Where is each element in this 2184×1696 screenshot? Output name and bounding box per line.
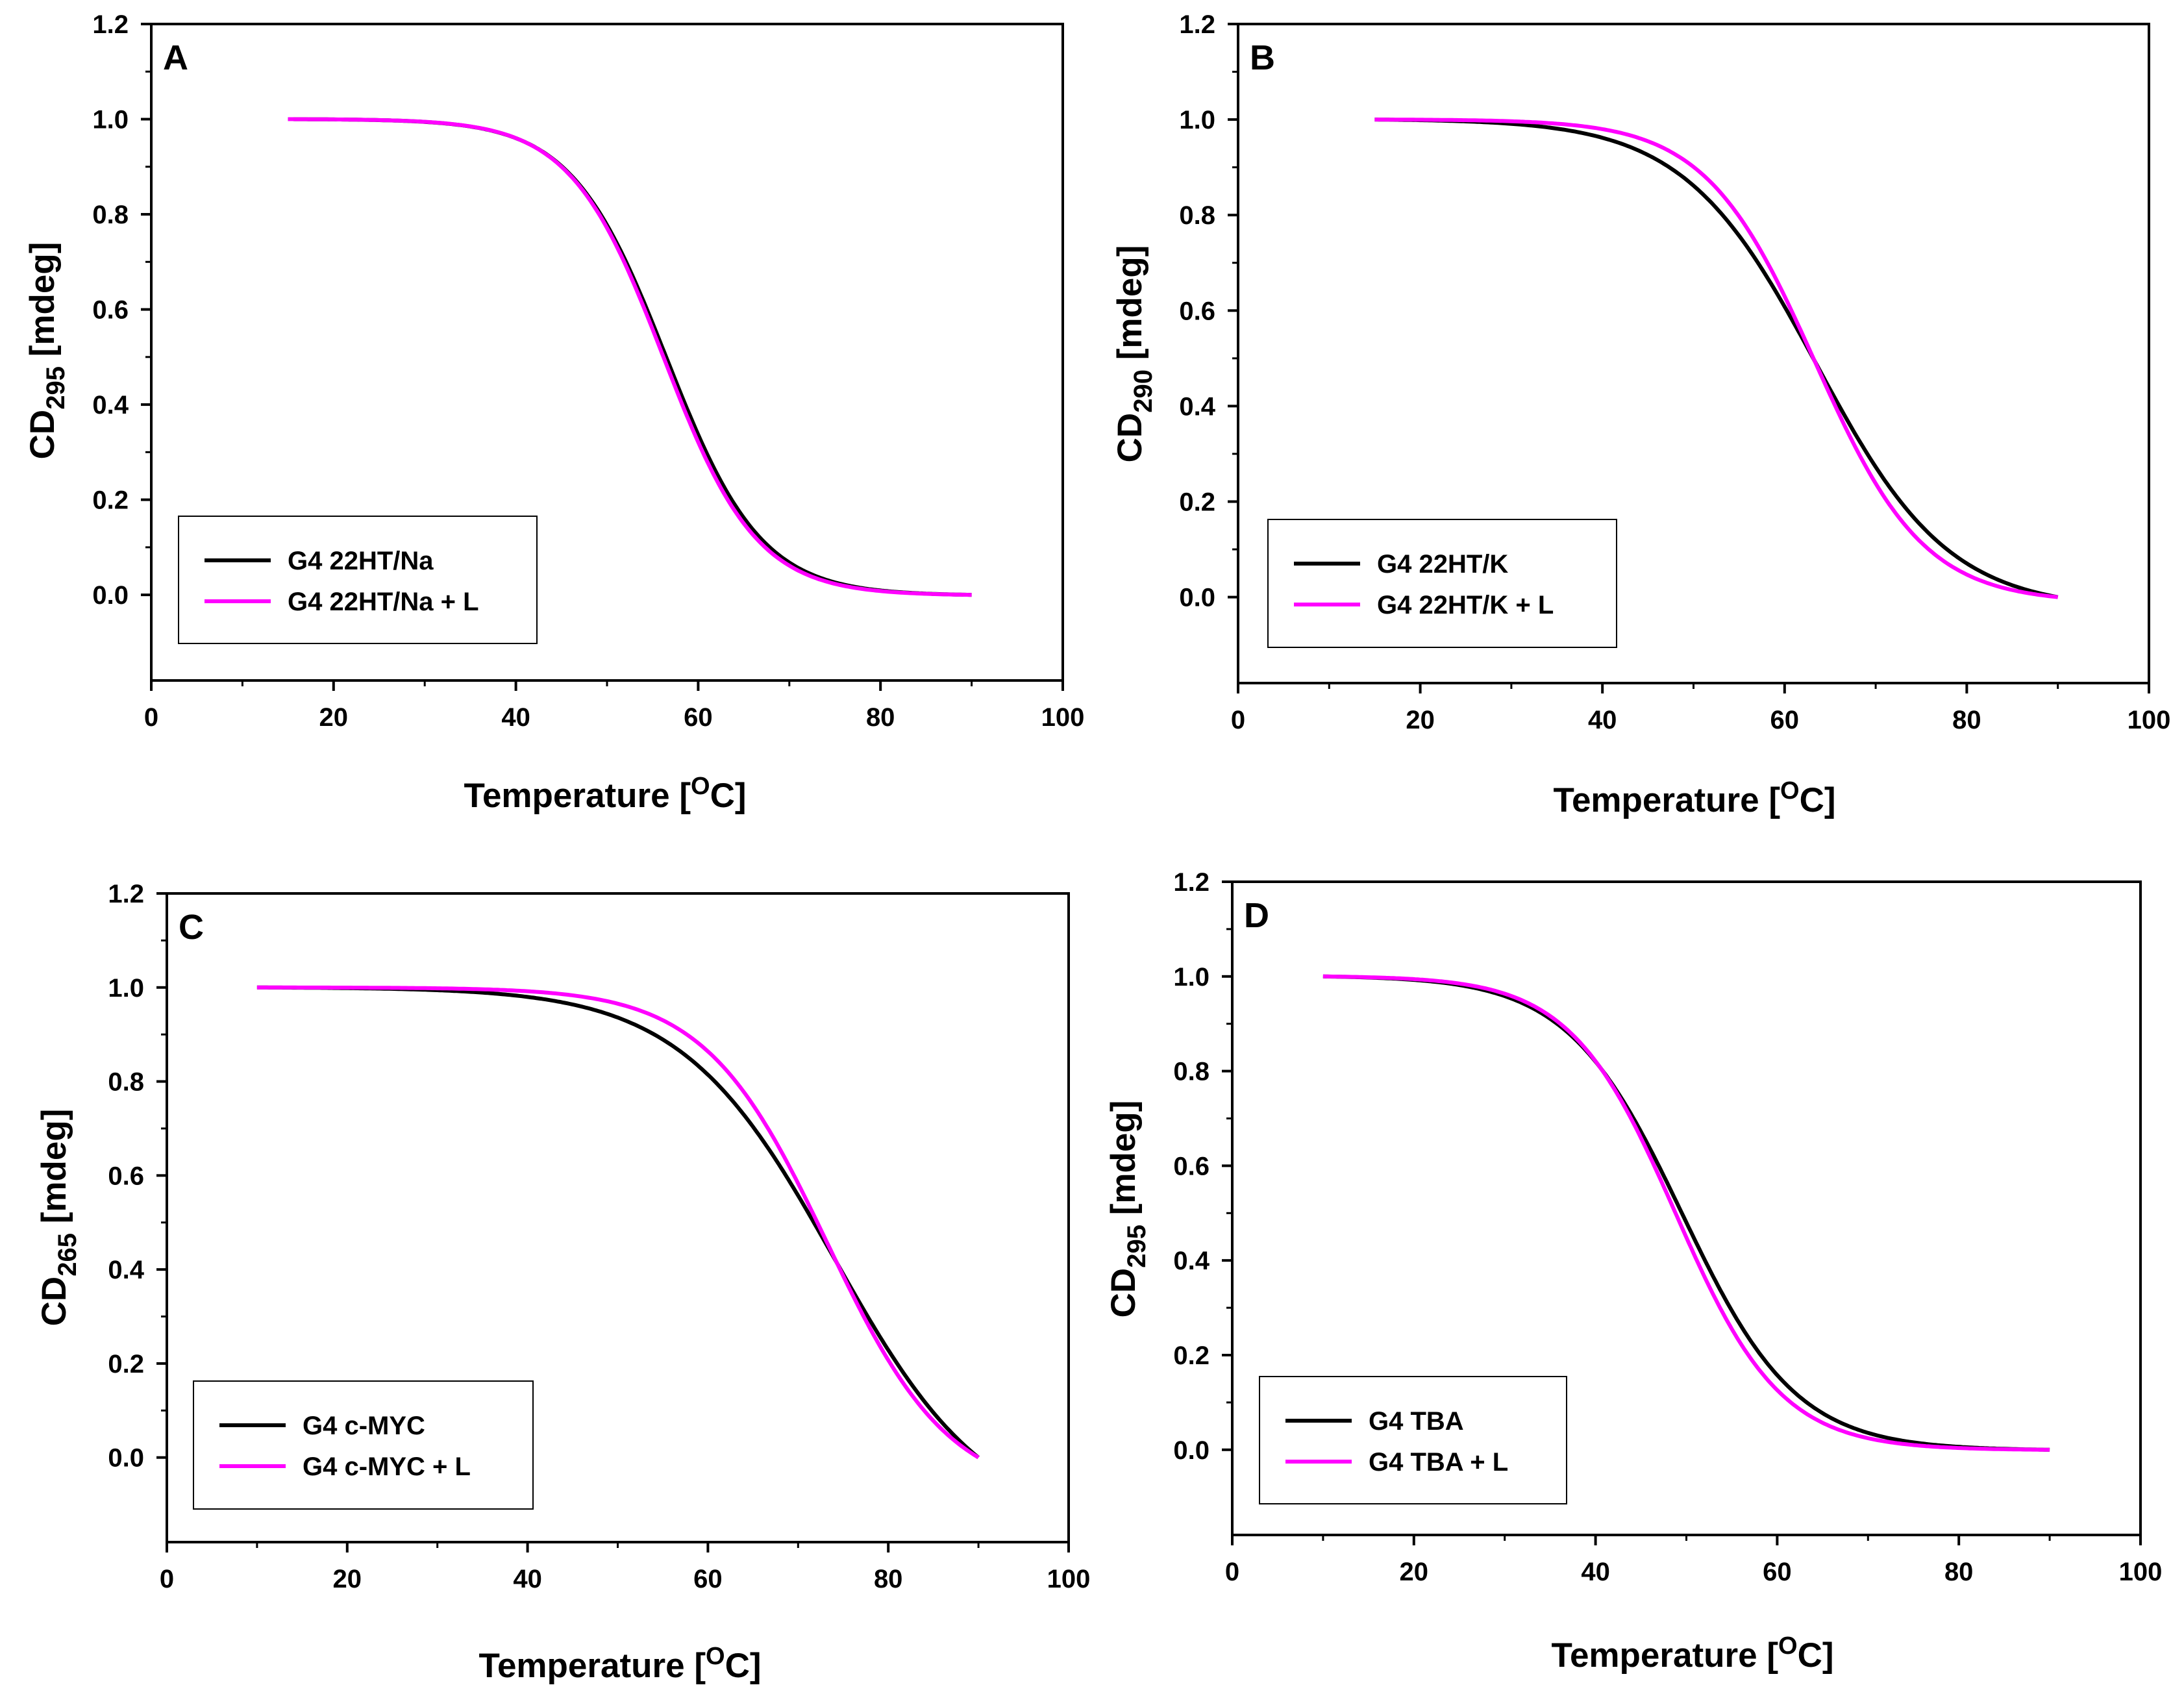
y-tick-label: 0.0 [92,581,129,610]
y-tick-label: 1.2 [1179,10,1215,39]
panel-letter: A [163,38,188,77]
y-tick-label: 0.2 [1173,1341,1210,1370]
x-axis-title: Temperature [OC] [479,1643,762,1685]
legend-box [1267,519,1617,648]
legend-label: G4 TBA [1369,1407,1464,1436]
x-tick-label: 100 [1047,1565,1091,1593]
x-tick-label: 80 [1952,706,1981,734]
chart-panel-c: 0 20 40 60 80 100 0.0 0.2 0.4 0.6 0.8 1.0 1.2 C Temper… [35,880,1090,1685]
x-tick-label: 20 [319,703,349,732]
x-tick-label: 100 [2128,706,2171,734]
y-tick-label: 0.8 [108,1068,144,1097]
y-tick-label: 1.0 [92,106,129,134]
series-line-g4-plus-l [288,117,972,597]
series-line-g4-plus-l [1374,118,2059,599]
y-tick-label: 0.8 [1173,1058,1210,1086]
legend-label: G4 22HT/Na [288,547,434,575]
y-tick-label: 0.6 [92,296,129,325]
y-tick-label: 0.0 [1173,1436,1210,1465]
y-tick-label: 1.0 [1179,106,1215,134]
x-tick-label: 20 [333,1565,362,1593]
y-tick-label: 0.0 [1179,584,1215,612]
x-tick-label: 60 [684,703,713,732]
x-tick-label: 40 [1588,706,1617,734]
chart-panel-d: 0 20 40 60 80 100 0.0 0.2 0.4 0.6 0.8 1.0 1.2 D Temper… [1104,868,2162,1675]
y-tick-label: 0.2 [92,486,129,515]
y-tick-label: 1.0 [108,974,144,1003]
y-tick-label: 0.6 [1173,1152,1210,1180]
x-axis-title: Temperature [OC] [464,773,747,815]
legend-label: G4 22HT/Na + L [288,588,479,616]
legend-label: G4 22HT/K [1377,550,1508,579]
x-tick-label: 0 [144,703,158,732]
y-tick-label: 0.4 [1173,1247,1210,1275]
legend: G4 c-MYC G4 c-MYC + L [193,1380,534,1510]
y-tick-label: 0.4 [108,1256,144,1284]
y-tick-label: 0.6 [1179,297,1215,325]
x-tick-label: 80 [1944,1558,1974,1586]
x-tick-label: 0 [1225,1558,1239,1586]
x-tick-label: 80 [874,1565,903,1593]
y-tick-label: 0.2 [108,1350,144,1378]
x-tick-label: 60 [1763,1558,1792,1586]
y-tick-label: 0.4 [92,391,129,419]
legend-label: G4 c-MYC + L [303,1453,471,1481]
legend-label: G4 22HT/K + L [1377,591,1554,619]
y-tick-label: 0.0 [108,1444,144,1473]
y-axis-title: CD290 [mdeg] [1111,245,1158,463]
y-axis-title: CD295 [mdeg] [23,242,70,460]
panel-letter: D [1244,896,1269,935]
y-axis-title: CD295 [mdeg] [1104,1101,1151,1318]
chart-panel-b: 0 20 40 60 80 100 0.0 0.2 0.4 0.6 0.8 1.0 1.2 B Temper… [1111,10,2170,819]
y-tick-label: 1.2 [108,880,144,908]
legend: G4 TBA G4 TBA + L [1259,1376,1567,1504]
x-tick-label: 0 [160,1565,174,1593]
x-tick-label: 40 [501,703,530,732]
panel-letter: C [179,908,204,947]
legend-label: G4 TBA + L [1369,1448,1508,1477]
y-tick-label: 0.2 [1179,488,1215,517]
y-axis-title: CD265 [mdeg] [35,1109,82,1327]
x-tick-label: 40 [1581,1558,1610,1586]
x-tick-label: 60 [1770,706,1800,734]
y-tick-label: 0.4 [1179,392,1215,421]
legend-box [1259,1376,1567,1504]
legend: G4 22HT/Na G4 22HT/Na + L [178,516,538,644]
legend-label: G4 c-MYC [303,1412,425,1440]
x-tick-label: 20 [1400,1558,1429,1586]
x-tick-label: 0 [1231,706,1245,734]
x-axis-title: Temperature [OC] [1552,1632,1834,1675]
y-tick-label: 0.8 [1179,201,1215,230]
x-tick-label: 20 [1406,706,1435,734]
legend: G4 22HT/K G4 22HT/K + L [1267,519,1617,648]
panel-letter: B [1250,38,1275,77]
y-tick-label: 0.8 [92,201,129,229]
y-tick-label: 1.0 [1173,963,1210,991]
y-tick-label: 1.2 [1173,868,1210,897]
y-tick-label: 1.2 [92,10,129,39]
series-line-g4-plus-l [256,985,980,1460]
x-tick-label: 40 [513,1565,542,1593]
x-tick-label: 80 [866,703,895,732]
legend-box [178,516,538,644]
x-tick-label: 60 [693,1565,723,1593]
x-tick-label: 100 [2119,1558,2163,1586]
y-tick-label: 0.6 [108,1162,144,1190]
series-line-g4-plus-l [1322,974,2050,1452]
chart-panel-a: 0 20 40 60 80 100 0.0 0.2 0.4 0.6 0.8 1.0 1.2 A Temper… [23,10,1084,815]
x-tick-label: 100 [1041,703,1085,732]
x-axis-title: Temperature [OC] [1554,777,1836,819]
legend-box [193,1380,534,1510]
